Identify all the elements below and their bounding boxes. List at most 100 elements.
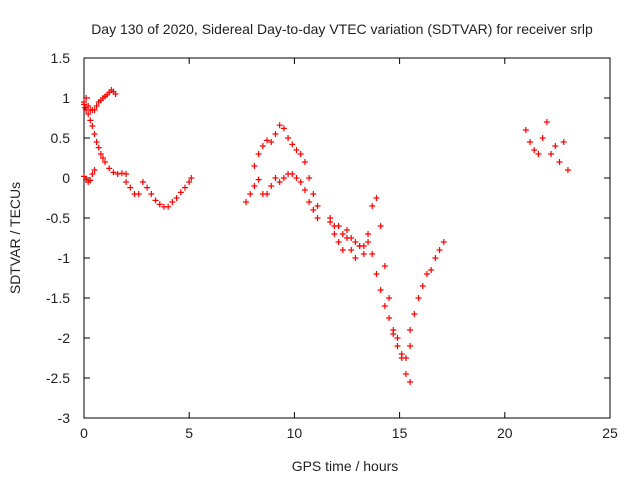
data-point <box>83 95 90 101</box>
data-point <box>373 195 380 201</box>
data-point <box>407 343 414 349</box>
data-point <box>81 101 87 108</box>
data-point <box>148 191 155 197</box>
axis-ticks <box>83 57 611 419</box>
y-tick-label: -2 <box>58 330 71 346</box>
series-arc3-upper <box>251 122 321 209</box>
data-point <box>407 379 414 385</box>
data-point <box>339 247 346 253</box>
series-arc6 <box>522 119 571 173</box>
data-point <box>97 151 104 157</box>
y-tick-label: -1 <box>58 250 71 266</box>
x-tick-label: 20 <box>497 425 513 441</box>
data-point <box>123 179 130 185</box>
data-point <box>394 343 401 349</box>
data-point <box>339 231 346 237</box>
data-point <box>243 199 250 205</box>
data-point <box>310 207 317 213</box>
data-point <box>381 263 388 269</box>
series-arc5 <box>407 239 447 333</box>
data-point <box>93 139 100 145</box>
data-point <box>394 335 401 341</box>
data-point <box>407 327 414 333</box>
data-point <box>127 184 134 191</box>
data-point <box>169 199 176 205</box>
data-point <box>327 219 334 225</box>
data-point <box>91 107 98 113</box>
data-points <box>81 87 571 385</box>
data-point <box>186 179 193 185</box>
data-point <box>188 175 195 181</box>
data-point <box>535 151 542 157</box>
data-point <box>181 184 188 191</box>
data-point <box>543 119 550 125</box>
data-point <box>301 187 308 193</box>
data-point <box>365 231 372 237</box>
data-point <box>272 131 279 137</box>
data-point <box>289 141 296 148</box>
y-tick-label: -3 <box>58 410 71 426</box>
plot-frame <box>83 57 611 419</box>
series-arc1-low <box>81 167 98 185</box>
y-axis-label: SDTVAR / TECUs <box>7 182 23 294</box>
data-point <box>280 175 287 181</box>
data-point <box>348 247 355 253</box>
data-point <box>423 271 430 277</box>
data-point <box>177 189 184 196</box>
x-tick-label: 10 <box>287 425 303 441</box>
data-point <box>247 191 254 197</box>
series-arc4-lower <box>327 195 414 361</box>
series-arc3-lower <box>243 171 321 221</box>
data-point <box>411 311 418 317</box>
data-point <box>85 103 92 109</box>
data-point <box>365 239 372 245</box>
data-point <box>314 203 321 209</box>
y-tick-label: -1.5 <box>46 290 70 306</box>
data-point <box>259 143 266 149</box>
data-point <box>539 135 546 141</box>
data-point <box>310 191 317 197</box>
y-tick-label: 1.5 <box>51 50 71 66</box>
data-point <box>398 351 405 357</box>
data-point <box>402 371 409 377</box>
data-point <box>335 239 342 245</box>
data-point <box>87 177 94 184</box>
data-point <box>356 243 363 249</box>
data-point <box>306 199 313 205</box>
data-point <box>419 283 426 289</box>
data-point <box>390 327 397 333</box>
data-point <box>440 239 447 245</box>
data-point <box>432 255 439 261</box>
data-point <box>268 139 275 145</box>
data-point <box>152 197 159 204</box>
data-point <box>369 251 376 257</box>
data-point <box>548 151 555 157</box>
series-arc2 <box>123 175 195 210</box>
data-point <box>386 315 393 321</box>
data-point <box>114 171 121 177</box>
data-point <box>106 165 113 172</box>
data-point <box>255 151 262 157</box>
data-point <box>301 159 308 165</box>
x-tick-label: 5 <box>185 425 193 441</box>
data-point <box>436 247 443 253</box>
data-point <box>91 131 98 137</box>
data-point <box>415 295 422 301</box>
data-point <box>344 227 350 233</box>
data-point <box>118 170 125 177</box>
data-point <box>123 171 130 177</box>
data-point <box>331 231 338 237</box>
data-point <box>95 144 102 151</box>
data-point <box>112 91 119 97</box>
data-point <box>344 235 350 241</box>
y-tick-label: 1 <box>62 90 70 106</box>
data-point <box>110 169 117 176</box>
data-point <box>377 223 384 229</box>
data-point <box>428 267 435 273</box>
data-point <box>87 117 94 124</box>
data-point <box>386 295 393 301</box>
axis-tick-labels: 0 5 10 15 20 25 -3 -2.5 -2 -1.5 -1 -0.5 0 0.5 1 1.5 <box>46 50 618 441</box>
data-point <box>369 203 376 209</box>
y-tick-label: 0 <box>62 170 70 186</box>
